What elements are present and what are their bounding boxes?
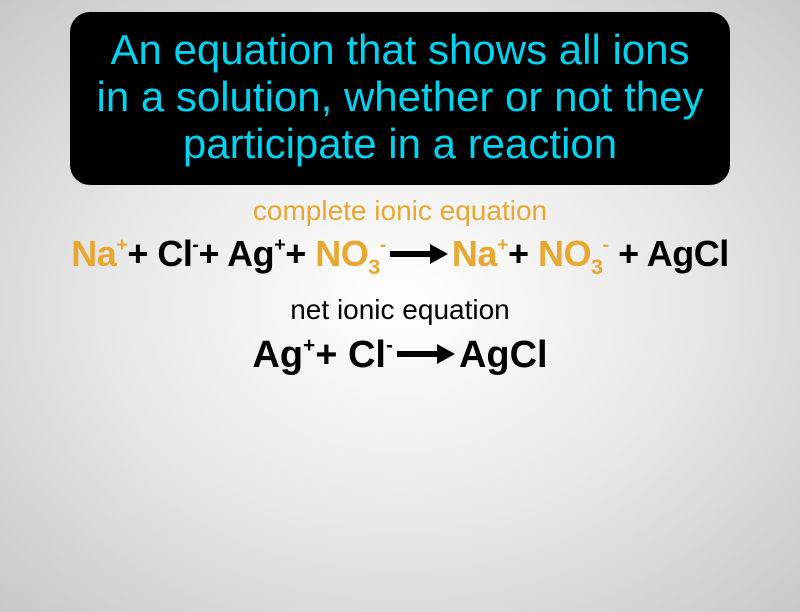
plus-sign: +: [508, 233, 538, 274]
plus-sign: +: [285, 233, 315, 274]
reaction-arrow-icon: [397, 344, 455, 364]
species-cl: Cl-: [348, 334, 393, 376]
species-na: Na+: [71, 233, 127, 274]
plus-sign: +: [198, 233, 227, 274]
plus-sign: +: [127, 233, 157, 274]
net-ionic-equation: Ag++ Cl- AgCl: [0, 334, 800, 377]
reaction-arrow-icon: [390, 244, 448, 264]
definition-text: An equation that shows all ions in a sol…: [90, 26, 710, 167]
plus-sign: +: [315, 334, 348, 376]
product-no3: NO3-: [538, 233, 609, 274]
product-agcl: AgCl: [647, 233, 729, 274]
definition-box: An equation that shows all ions in a sol…: [70, 12, 730, 185]
net-equation-label: net ionic equation: [0, 294, 800, 326]
product-na: Na+: [452, 233, 508, 274]
species-ag: Ag+: [252, 334, 315, 376]
species-cl: Cl-: [157, 233, 198, 274]
complete-ionic-equation: Na++ Cl-+ Ag++ NO3-Na++ NO3- + AgCl: [0, 233, 800, 280]
complete-equation-label: complete ionic equation: [0, 195, 800, 227]
plus-sign: +: [609, 233, 647, 274]
product-agcl: AgCl: [459, 334, 548, 376]
species-ag: Ag+: [227, 233, 285, 274]
species-no3: NO3-: [315, 233, 386, 274]
